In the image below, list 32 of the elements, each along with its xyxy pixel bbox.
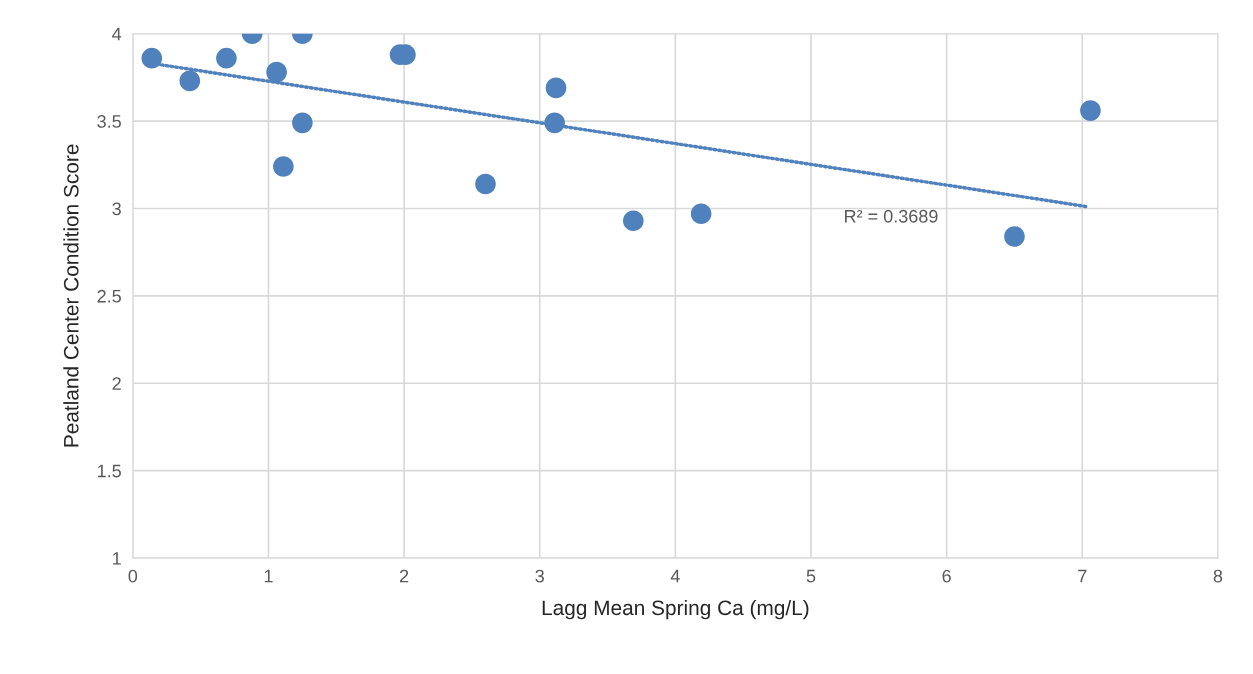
x-axis-title: Lagg Mean Spring Ca (mg/L) [542, 599, 809, 620]
y-tick-label: 4 [112, 27, 122, 41]
x-tick-label: 3 [535, 569, 544, 583]
annotation: R² = 0.3689 [845, 209, 938, 223]
x-tick-label: 7 [1078, 569, 1087, 583]
x-tick-label: 8 [1213, 569, 1223, 583]
point [690, 203, 712, 225]
point [1004, 226, 1025, 247]
point [292, 112, 313, 134]
point [623, 210, 644, 232]
point [273, 156, 294, 177]
y-tick-label: 3.5 [97, 115, 121, 128]
point [266, 61, 287, 83]
x-tick-label: 0 [128, 569, 138, 583]
point [544, 112, 565, 134]
y-tick-label: 1.5 [97, 464, 121, 478]
y-tick-label: 3 [112, 202, 121, 216]
x-tick-label: 5 [806, 569, 816, 583]
point [475, 173, 496, 195]
point [545, 77, 567, 99]
point [141, 47, 163, 69]
y-tick-label: 2 [112, 377, 121, 390]
y-tick-label: 2.5 [97, 289, 121, 303]
y-tick-label: 1 [113, 552, 121, 565]
y-axis-title: Peatland Center Condition Score [63, 144, 79, 447]
point [1080, 100, 1101, 121]
point [179, 70, 201, 92]
x-tick-label: 4 [670, 569, 680, 583]
x-tick-label: 2 [399, 569, 409, 583]
point [216, 47, 237, 69]
x-tick-label: 1 [264, 569, 273, 583]
x-tick-label: 6 [942, 569, 951, 583]
